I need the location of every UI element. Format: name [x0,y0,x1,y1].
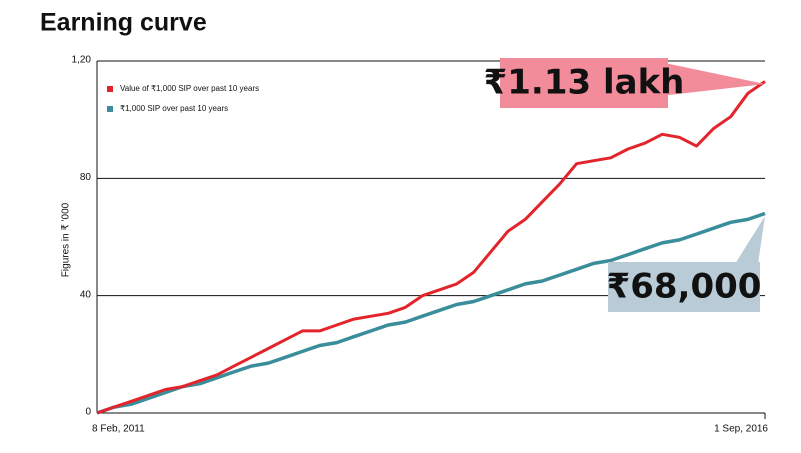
y-tick-label: 0 [85,407,91,418]
callout-box [608,262,760,312]
annotation: ₹1.13 lakh [484,63,685,103]
callout-pointer [735,216,765,264]
annotation-high: ₹1.13 lakh [484,58,765,108]
y-tick-label: 80 [80,172,92,183]
annotation: ₹68,000 [607,267,762,307]
callout-pointer [660,62,765,96]
legend-swatch [107,86,113,92]
data-line [96,80,766,415]
y-tick-label: 40 [80,289,92,300]
x-tick-label: 8 Feb, 2011 [92,424,145,435]
legend-label: ₹1,000 SIP over past 10 years [120,104,228,113]
legend-swatch [107,106,113,112]
callout-box [500,58,668,108]
y-axis-label: Figures in ₹ '000 [61,202,72,277]
data-line [96,211,766,415]
y-tick-label: 1,20 [72,55,92,66]
plot-area: 0 40 80 1,20 8 Feb, 2011 1 Sep, 2016 Value of … [72,55,769,435]
x-tick-label: 1 Sep, 2016 [714,424,768,435]
chart-title: Earning curve [40,9,207,37]
annotation-low: ₹68,000 [607,216,765,312]
legend-label: Value of ₹1,000 SIP over past 10 years [120,84,259,93]
